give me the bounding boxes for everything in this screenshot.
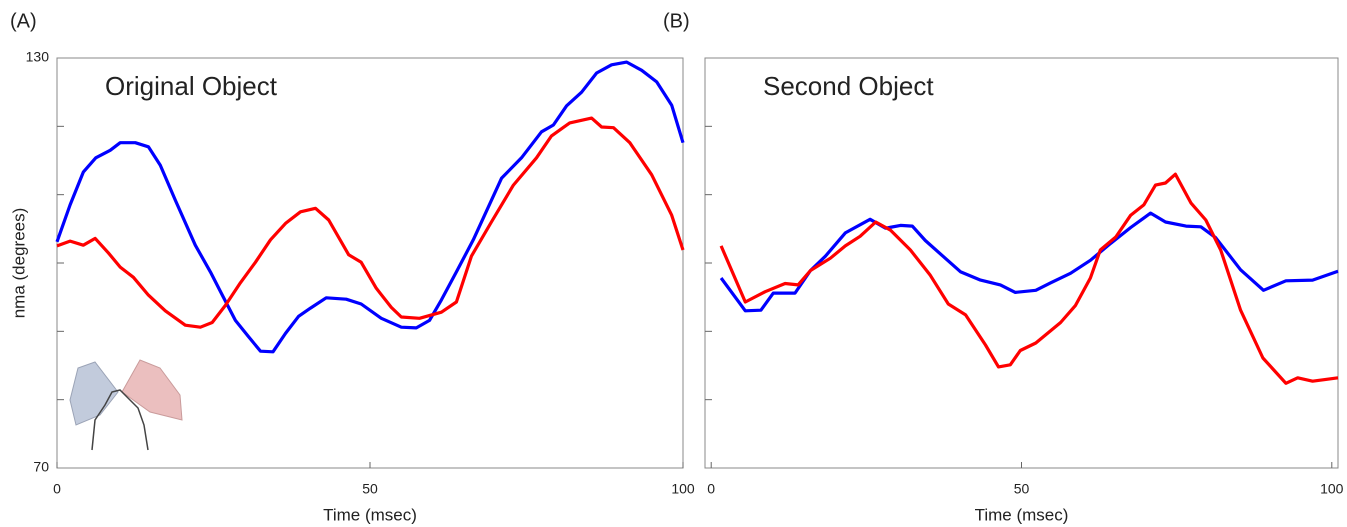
- icon-right-fan: [121, 359, 183, 421]
- icon-left-fan: [69, 361, 119, 426]
- data-line: [55, 60, 685, 354]
- data-line: [719, 211, 1339, 313]
- panel-label: (B): [663, 10, 690, 32]
- annotation: Original Object: [105, 71, 278, 101]
- x-axis-label: Time (msec): [975, 505, 1069, 524]
- icon-outline: [91, 389, 149, 451]
- data-line: [56, 116, 685, 329]
- y-tick-label: 130: [26, 49, 50, 65]
- hand-icon: [69, 359, 183, 451]
- panel-label: (A): [10, 10, 37, 32]
- y-tick-label: 70: [33, 459, 49, 475]
- x-tick-label: 100: [671, 481, 695, 497]
- data-line: [719, 172, 1339, 385]
- plot-frame: [704, 57, 1339, 469]
- x-tick-label: 0: [707, 481, 715, 497]
- x-tick-label: 100: [1320, 481, 1344, 497]
- x-tick-label: 50: [1014, 481, 1030, 497]
- annotation: Second Object: [763, 71, 934, 101]
- x-axis-label: Time (msec): [323, 505, 417, 524]
- x-tick-label: 0: [53, 481, 61, 497]
- x-tick-label: 50: [362, 481, 378, 497]
- y-axis-label: nma (degrees): [9, 208, 28, 319]
